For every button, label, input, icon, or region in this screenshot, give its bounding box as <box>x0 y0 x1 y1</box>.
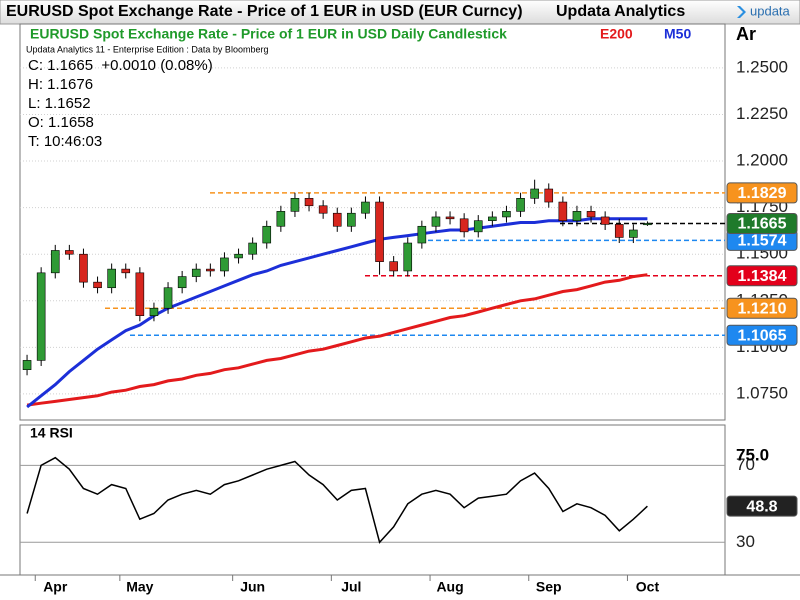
candle-body <box>614 224 624 238</box>
candle-body <box>389 261 398 272</box>
candle-body <box>361 201 370 214</box>
candle-body <box>445 216 455 220</box>
x-tick-label: Apr <box>43 579 68 595</box>
level-label-bg <box>726 297 798 319</box>
candle-body <box>502 211 511 218</box>
info-line: T: 10:46:03 <box>28 133 102 150</box>
level-label: 1.1574 <box>738 233 787 250</box>
logo: updata <box>750 3 791 18</box>
candle-body <box>431 216 441 227</box>
y-tick-label: 70 <box>736 455 755 474</box>
candle-body <box>600 216 610 225</box>
candle-body <box>530 188 539 199</box>
candle-body <box>121 268 131 274</box>
rsi-title: 14 RSI <box>30 425 73 441</box>
info-line: O: 1.1658 <box>28 114 94 131</box>
candle-body <box>459 218 469 233</box>
candle-body <box>206 268 215 272</box>
candle-body <box>262 225 272 244</box>
y-tick-label: 1.2000 <box>736 151 788 170</box>
candle-body <box>544 188 554 203</box>
candle-body <box>107 268 116 289</box>
y-tick-label: 1.2250 <box>736 104 788 123</box>
candle-body <box>220 257 229 272</box>
candle-body <box>191 268 201 277</box>
header-title: EURUSD Spot Exchange Rate - Price of 1 E… <box>6 3 523 20</box>
candle-body <box>79 253 88 283</box>
candle-body <box>318 205 328 214</box>
last-value-label: 48.8 <box>746 498 777 515</box>
level-label-bg <box>726 182 798 204</box>
candle-body <box>488 216 497 221</box>
level-label-bg <box>726 324 798 346</box>
candle-body <box>276 211 286 227</box>
info-line: L: 1.1652 <box>28 95 91 112</box>
candle-body <box>50 250 60 274</box>
y-tick-label: 30 <box>736 532 755 551</box>
y-tick-label: 1.2500 <box>736 57 788 76</box>
x-tick-label: Oct <box>636 579 660 595</box>
candle-body <box>558 201 568 221</box>
info-line: C: 1.1665 +0.0010 (0.08%) <box>28 57 213 74</box>
last-price-label: 1.1665 <box>738 216 787 233</box>
candle-body <box>516 198 525 212</box>
source: Updata Analytics 11 - Enterprise Edition… <box>26 44 268 54</box>
level-label: 1.1829 <box>738 185 787 202</box>
legend-entry: E200 <box>600 26 633 42</box>
price-panel <box>19 23 726 421</box>
x-tick-label: Jun <box>240 579 265 595</box>
candle-body <box>65 250 74 255</box>
candle-body <box>473 220 483 233</box>
candle-body <box>22 360 32 371</box>
candle-body <box>347 212 356 227</box>
candle-body <box>248 242 257 255</box>
x-tick-label: Jul <box>341 579 361 595</box>
candle-body <box>417 225 427 244</box>
level-label-bg <box>726 265 798 287</box>
rsi-line <box>26 456 648 544</box>
legend-entry: M50 <box>664 26 691 42</box>
level-label: 75.0 <box>736 445 769 464</box>
candle-body <box>586 211 596 218</box>
chart-title: EURUSD Spot Exchange Rate - Price of 1 E… <box>30 26 507 42</box>
ma-line <box>26 273 648 407</box>
logo-icon <box>737 6 746 18</box>
candle-body <box>36 272 46 361</box>
level-label: 1.1384 <box>738 268 787 285</box>
candle-body <box>234 253 243 259</box>
candle-body <box>304 198 314 207</box>
x-tick-label: Sep <box>536 579 562 595</box>
candle-body <box>572 211 582 221</box>
candle-body <box>163 287 173 309</box>
y-tick-label: 1.0750 <box>736 383 788 402</box>
candle-body <box>403 242 413 272</box>
ma-line <box>26 217 648 409</box>
info-line: H: 1.1676 <box>28 76 93 93</box>
candle-body <box>629 229 638 238</box>
candle-body <box>93 281 102 289</box>
x-tick-label: May <box>126 579 153 595</box>
candle-body <box>332 212 342 227</box>
candle-body <box>375 201 384 262</box>
candle-body <box>149 307 159 316</box>
level-label: 1.1065 <box>738 327 787 344</box>
corner-label: Ar <box>736 24 756 44</box>
last-value-label-bg <box>726 495 798 517</box>
candle-body <box>177 276 187 289</box>
last-price-label-bg <box>726 212 798 234</box>
level-label: 1.1210 <box>738 300 787 317</box>
x-tick-label: Aug <box>436 579 463 595</box>
header-brand: Updata Analytics <box>556 3 685 20</box>
candle-body <box>135 272 145 316</box>
candle-body <box>643 223 652 226</box>
candle-body <box>290 198 300 212</box>
